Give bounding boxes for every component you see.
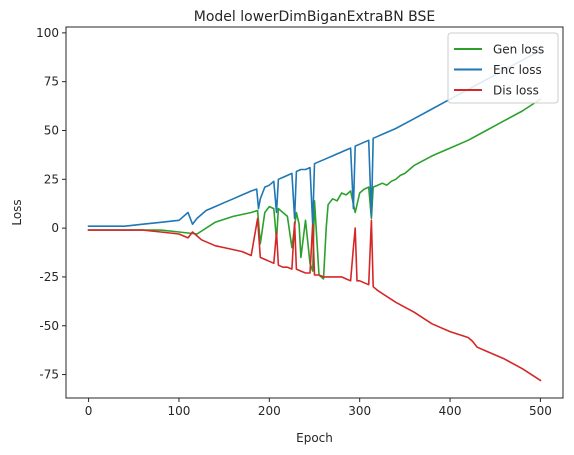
- x-tick-label: 200: [258, 404, 281, 418]
- y-tick-label: -75: [39, 368, 59, 382]
- y-tick-label: 25: [44, 172, 59, 186]
- chart-title: Model lowerDimBiganExtraBN BSE: [194, 9, 435, 25]
- y-tick-label: -50: [39, 319, 59, 333]
- x-tick-label: 500: [529, 404, 552, 418]
- y-tick-label: 0: [51, 221, 59, 235]
- x-tick-label: 400: [439, 404, 462, 418]
- y-tick-label: 75: [44, 75, 59, 89]
- y-tick-label: 50: [44, 123, 59, 137]
- y-axis-ticks: -75 -50 -25 0 25 50 75 100: [36, 26, 66, 382]
- legend: Gen loss Enc loss Dis loss: [447, 32, 559, 104]
- x-tick-label: 0: [85, 404, 93, 418]
- y-tick-label: 100: [36, 26, 59, 40]
- y-tick-label: -25: [39, 270, 59, 284]
- series-line-gen-loss: [87, 98, 542, 280]
- legend-label: Enc loss: [493, 63, 542, 77]
- x-tick-label: 300: [348, 404, 371, 418]
- x-tick-label: 100: [168, 404, 191, 418]
- series-layer: [87, 49, 542, 382]
- legend-box: [447, 32, 559, 104]
- plot-frame: [65, 26, 564, 399]
- series-line-dis-loss: [87, 217, 542, 382]
- x-axis-label: Epoch: [296, 431, 333, 445]
- y-axis-label: Loss: [10, 199, 24, 225]
- x-axis-ticks: 0 100 200 300 400 500: [85, 398, 552, 418]
- legend-label: Gen loss: [493, 43, 544, 57]
- legend-label: Dis loss: [493, 84, 539, 98]
- series-line-enc-loss: [87, 49, 542, 227]
